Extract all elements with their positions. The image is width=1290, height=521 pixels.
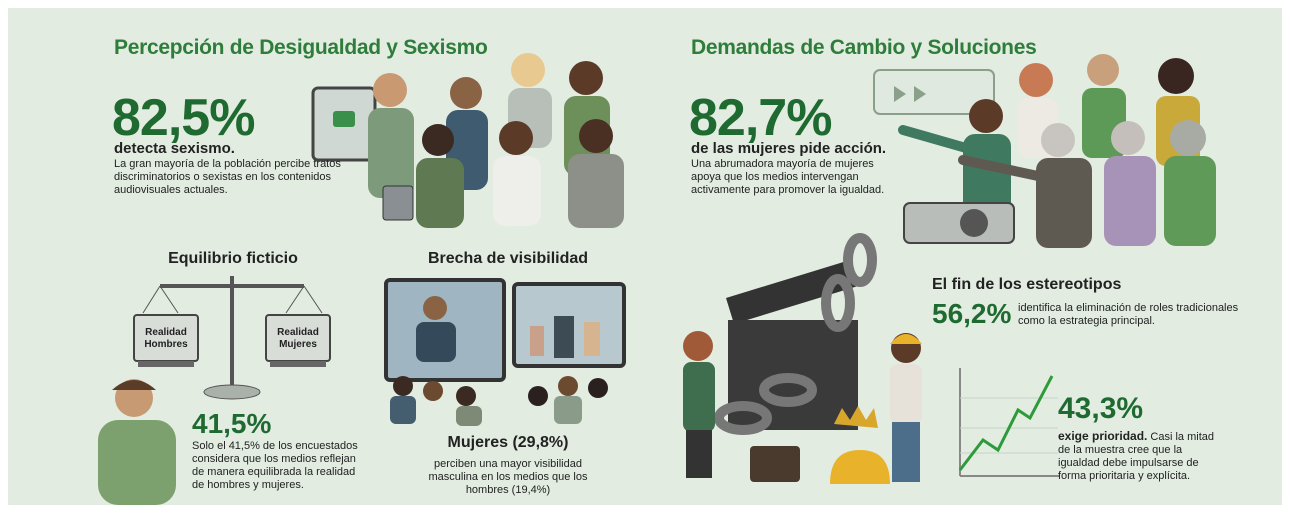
stat-label: detecta sexismo. xyxy=(114,140,235,157)
infographic: Percepción de Desigualdad y Sexismo 82,5… xyxy=(8,8,1282,505)
screens-illustration xyxy=(386,280,624,426)
priority-stat: 43,3% xyxy=(1058,394,1143,424)
priority-description: exige prioridad. Casi la mitad de la mue… xyxy=(1058,430,1223,483)
headline-stat: 82,7% xyxy=(689,92,831,144)
stereotypes-illustration xyxy=(683,238,922,484)
headline-stat: 82,5% xyxy=(112,92,254,144)
women-illustration xyxy=(874,54,1216,248)
subsection-title: Equilibrio ficticio xyxy=(148,250,318,268)
priority-label: exige prioridad. xyxy=(1058,429,1147,443)
people-illustration xyxy=(313,53,624,228)
visibility-stat: Mujeres (29,8%) xyxy=(408,434,608,452)
subsection-title: El fin de los estereotipos xyxy=(932,276,1121,294)
thinking-man xyxy=(98,379,176,505)
section-title: Demandas de Cambio y Soluciones xyxy=(691,36,1036,60)
scale-box-label: Realidad Hombres xyxy=(138,327,194,351)
stat-label: de las mujeres pide acción. xyxy=(691,140,886,157)
scale-box-label: Realidad Mujeres xyxy=(270,327,326,351)
visibility-description: perciben una mayor visibilidad masculina… xyxy=(408,458,608,497)
stat-description: Una abrumadora mayoría de mujeres apoya … xyxy=(691,158,901,197)
subsection-title: Brecha de visibilidad xyxy=(408,250,608,268)
section-title: Percepción de Desigualdad y Sexismo xyxy=(114,36,487,60)
stat-description: La gran mayoría de la población percibe … xyxy=(114,158,344,197)
balance-stat: 41,5% xyxy=(192,410,271,438)
balance-description: Solo el 41,5% de los encuestados conside… xyxy=(192,440,362,492)
stereotypes-description: identifica la eliminación de roles tradi… xyxy=(1018,302,1248,328)
stereotypes-stat: 56,2% xyxy=(932,300,1011,328)
trend-chart-illustration xyxy=(960,368,1060,476)
